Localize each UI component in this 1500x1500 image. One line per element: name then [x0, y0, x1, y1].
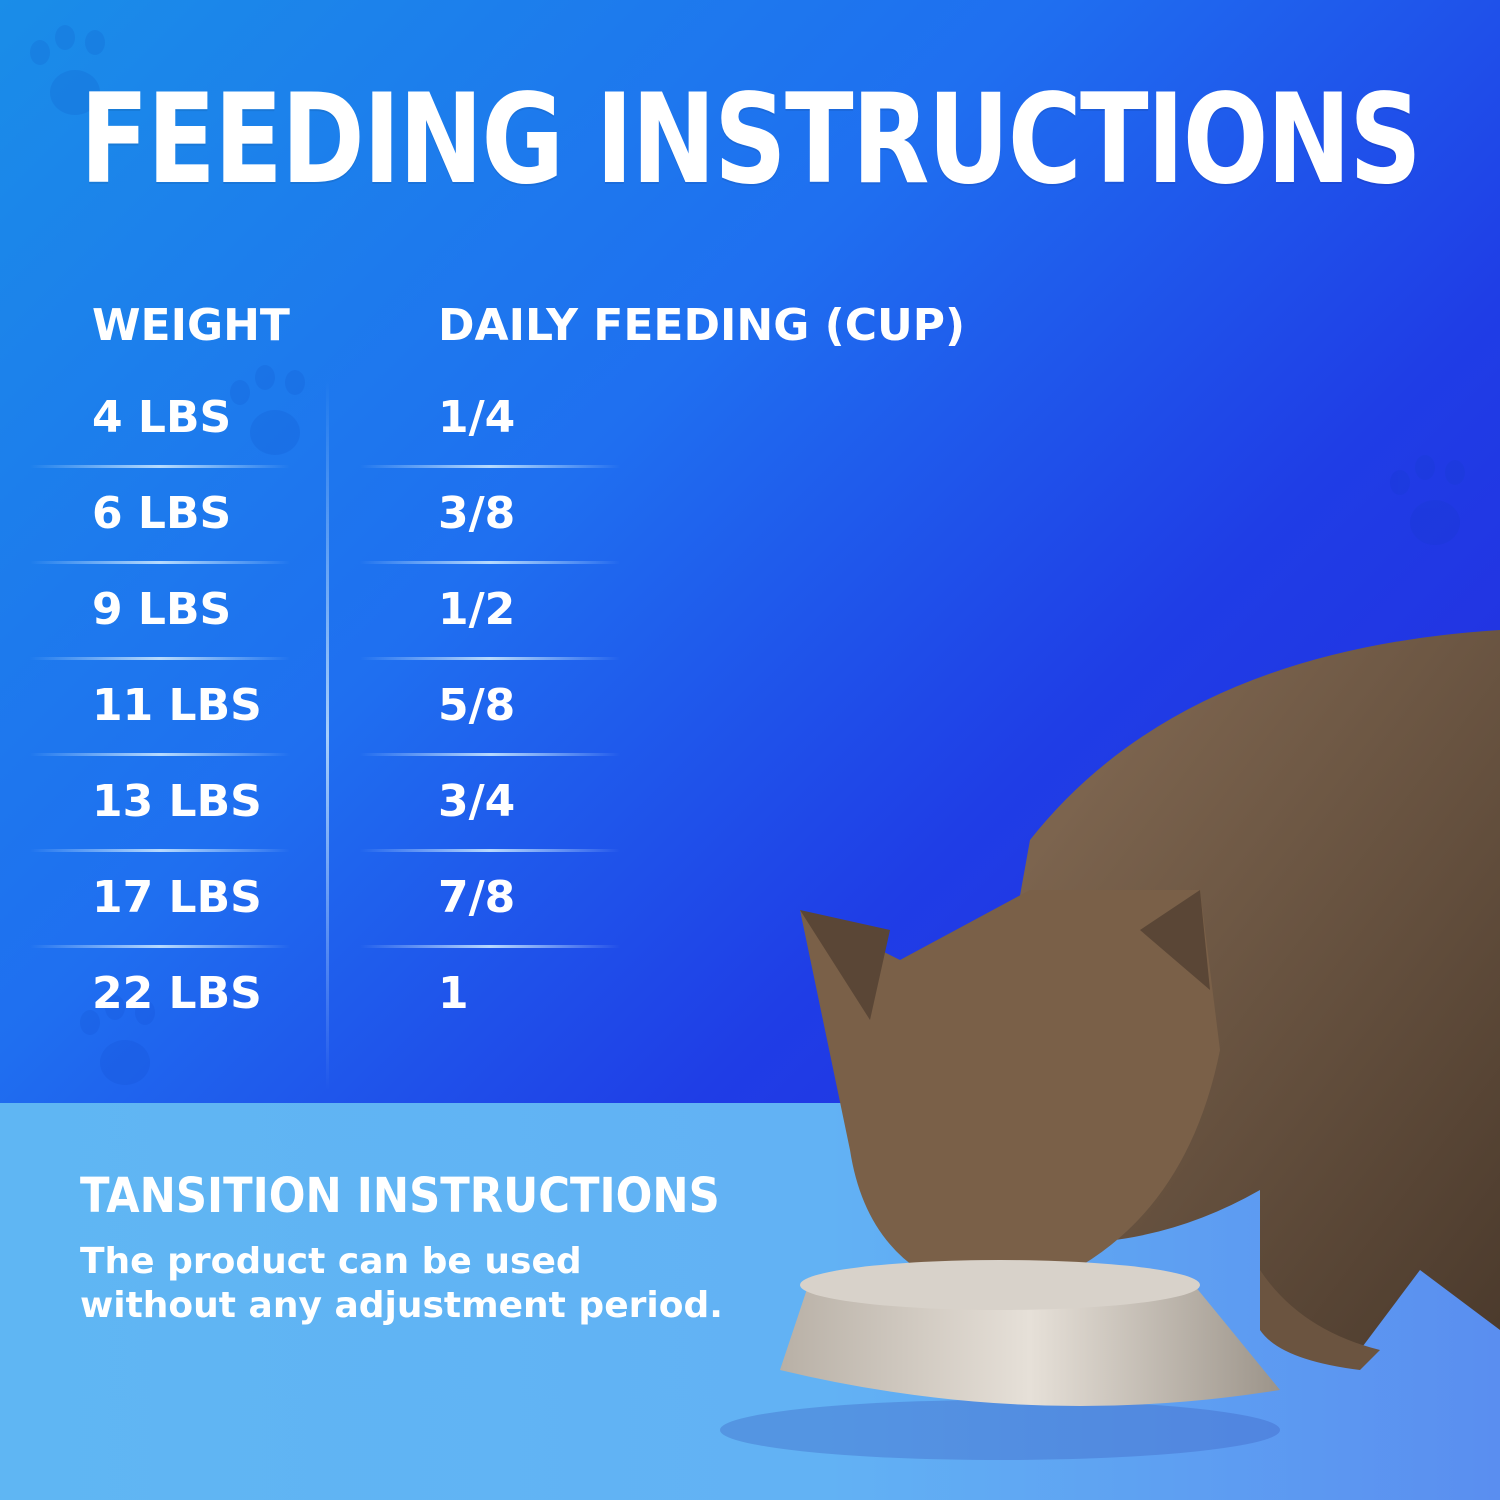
paw-print-icon — [10, 20, 130, 130]
row-divider — [30, 657, 290, 660]
row-divider — [30, 945, 290, 948]
cup-cell: 7/8 — [438, 872, 516, 923]
weight-cell: 9 LBS — [92, 584, 232, 635]
row-divider — [360, 753, 620, 756]
cup-cell: 1/2 — [438, 584, 516, 635]
column-divider — [326, 380, 329, 1090]
feeding-header: DAILY FEEDING (CUP) — [438, 300, 966, 351]
row-divider — [360, 561, 620, 564]
cat-head — [800, 890, 1220, 1300]
row-divider — [360, 657, 620, 660]
bowl-rim — [800, 1260, 1200, 1310]
weight-cell: 13 LBS — [92, 776, 262, 827]
cup-cell: 3/4 — [438, 776, 516, 827]
cup-cell: 5/8 — [438, 680, 516, 731]
row-divider — [360, 849, 620, 852]
row-divider — [360, 945, 620, 948]
weight-cell: 11 LBS — [92, 680, 262, 731]
paw-print-icon — [210, 360, 330, 470]
transition-body: The product can be used without any adju… — [80, 1241, 723, 1326]
cat-paw — [1260, 1270, 1380, 1370]
page-title: FEEDING INSTRUCTIONS — [80, 68, 1422, 212]
cat-ears — [800, 890, 1210, 1020]
row-divider — [30, 849, 290, 852]
cat-eating-photo — [720, 630, 1500, 1460]
weight-cell: 22 LBS — [92, 968, 262, 1019]
cup-cell: 1/4 — [438, 392, 516, 443]
transition-title: TANSITION INSTRUCTIONS — [80, 1168, 720, 1224]
row-divider — [30, 561, 290, 564]
row-divider — [30, 465, 290, 468]
cup-cell: 3/8 — [438, 488, 516, 539]
weight-cell: 17 LBS — [92, 872, 262, 923]
cup-cell: 1 — [438, 968, 469, 1019]
weight-cell: 6 LBS — [92, 488, 232, 539]
shadow — [720, 1400, 1280, 1460]
paw-print-icon — [60, 990, 180, 1100]
row-divider — [360, 465, 620, 468]
row-divider — [30, 753, 290, 756]
weight-cell: 4 LBS — [92, 392, 232, 443]
weight-header: WEIGHT — [92, 300, 290, 351]
paw-print-icon — [1370, 450, 1490, 560]
